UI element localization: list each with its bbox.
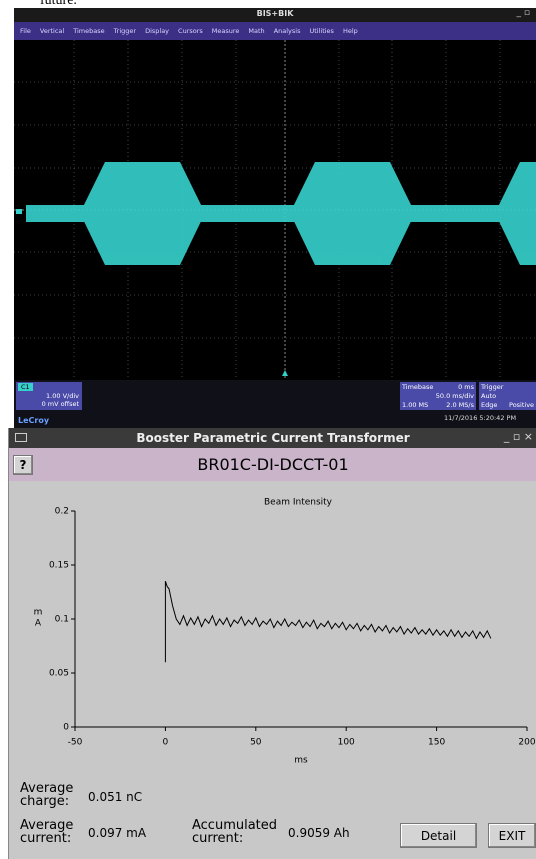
panel-title-bar: Booster Parametric Current Transformer _… — [9, 428, 536, 448]
trigger-slope: Positive — [509, 401, 535, 409]
exit-button[interactable]: EXIT — [488, 823, 536, 848]
data-line — [164, 581, 492, 663]
timebase-scale: 50.0 ms/div — [435, 392, 474, 400]
help-button[interactable]: ? — [13, 455, 33, 475]
y-axis-label: m — [34, 608, 43, 618]
menu-item[interactable]: Help — [342, 27, 358, 35]
x-tick-label: 200 — [518, 738, 535, 748]
window-controls[interactable]: _ ▫ × — [503, 430, 533, 443]
x-tick-label: 50 — [250, 738, 262, 748]
window-menu-icon[interactable] — [15, 433, 27, 442]
timebase-box: Timebase 0 ms 50.0 ms/div 1.00 MS 2.0 MS… — [400, 382, 476, 410]
y-tick-label: 0.15 — [49, 561, 69, 571]
channel-box: C1 1.00 V/div 0 mV offset — [16, 382, 82, 410]
y-axis-label: A — [35, 619, 42, 629]
scope-info-panel: C1 1.00 V/div 0 mV offset LeCroy Timebas… — [14, 380, 536, 428]
y-tick-label: 0.05 — [49, 669, 69, 679]
panel-window: Booster Parametric Current Transformer _… — [8, 428, 536, 859]
stat-value: 0.097 mA — [88, 826, 147, 840]
stat-label: Accumulated current: — [192, 818, 278, 846]
channel-scale: 1.00 V/div — [46, 392, 79, 400]
scope-title: BIS+BIK — [256, 9, 294, 18]
scope-title-bar: BIS+BIK _ ▫ — [14, 8, 536, 22]
timebase-rate: 2.0 MS/s — [446, 401, 474, 409]
x-tick-label: 150 — [428, 738, 445, 748]
panel-header: ? BR01C-DI-DCCT-01 — [9, 448, 536, 481]
trigger-label: Trigger — [481, 383, 504, 391]
menu-item[interactable]: Utilities — [309, 27, 334, 35]
menu-item[interactable]: File — [20, 27, 31, 35]
menu-item[interactable]: Timebase — [73, 27, 105, 35]
y-tick-label: 0 — [63, 723, 69, 733]
menu-item[interactable]: Cursors — [178, 27, 203, 35]
trigger-box: Trigger Auto Edge Positive — [479, 382, 536, 410]
stat-label: Average current: — [20, 818, 74, 846]
menu-item[interactable]: Measure — [211, 27, 240, 35]
detail-button[interactable]: Detail — [400, 823, 477, 848]
timestamp: 11/7/2016 5:20:42 PM — [444, 414, 517, 422]
menu-item[interactable]: Math — [248, 27, 265, 35]
menu-item[interactable]: Vertical — [39, 27, 65, 35]
timebase-samples: 1.00 MS — [402, 401, 429, 409]
channel-name: C1 — [18, 383, 33, 391]
trigger-mode: Auto — [481, 392, 497, 400]
chart: Beam Intensity ms m A 0 0.05 0.1 0.15 0.2 -50… — [34, 498, 536, 766]
menu-item[interactable]: Display — [145, 27, 170, 35]
timebase-label: Timebase — [402, 383, 434, 391]
scope-menu: File Vertical Timebase Trigger Display Cursor… — [14, 22, 536, 40]
menu-item[interactable]: Trigger — [113, 27, 137, 35]
panel-title: Booster Parametric Current Transformer — [136, 431, 410, 445]
x-tick-label: 100 — [338, 738, 355, 748]
stat-value: 0.9059 Ah — [288, 826, 350, 840]
stat-label: Average charge: — [20, 781, 74, 809]
x-tick-label: -50 — [68, 738, 83, 748]
brand: LeCroy — [18, 416, 50, 425]
x-axis-label: ms — [294, 756, 308, 766]
trigger-type: Edge — [481, 401, 498, 409]
y-tick-label: 0.1 — [55, 615, 69, 625]
y-tick-label: 0.2 — [55, 507, 69, 517]
x-tick-label: 0 — [163, 738, 169, 748]
timebase-delay: 0 ms — [458, 383, 474, 391]
device-name: BR01C-DI-DCCT-01 — [197, 455, 349, 474]
chart-title: Beam Intensity — [264, 498, 333, 508]
channel-offset: 0 mV offset — [41, 400, 79, 408]
menu-item[interactable]: Analysis — [273, 27, 301, 35]
caption-fragment: future. — [40, 0, 77, 8]
window-controls[interactable]: _ ▫ — [516, 8, 530, 18]
scope-screen — [14, 40, 536, 380]
stat-value: 0.051 nC — [88, 790, 143, 804]
